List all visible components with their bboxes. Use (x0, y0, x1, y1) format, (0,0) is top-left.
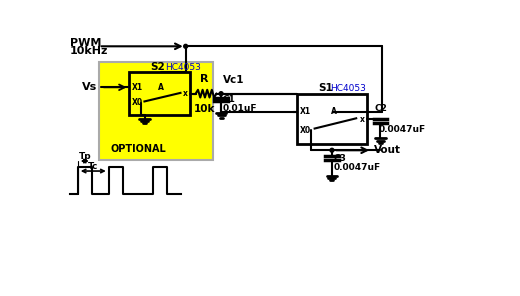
Text: X1: X1 (132, 83, 143, 92)
Circle shape (219, 92, 223, 96)
Text: X0: X0 (132, 99, 143, 107)
Circle shape (330, 148, 334, 152)
Text: C2: C2 (374, 104, 387, 113)
Text: Tc: Tc (88, 162, 98, 171)
Circle shape (184, 44, 188, 48)
Text: C1: C1 (223, 95, 236, 104)
Text: HC4053: HC4053 (331, 84, 367, 93)
Bar (99, 62, 213, 160)
Text: A: A (158, 83, 164, 92)
Text: Vout: Vout (374, 145, 401, 155)
Text: OPTIONAL: OPTIONAL (111, 144, 166, 154)
Text: X1: X1 (300, 107, 311, 116)
Text: A: A (331, 107, 336, 116)
Text: HC4053: HC4053 (165, 63, 201, 72)
Text: 0.0047uF: 0.0047uF (378, 125, 425, 134)
Text: 0.01uF: 0.01uF (223, 104, 257, 113)
Text: S1: S1 (318, 83, 333, 93)
Text: PWM: PWM (70, 38, 101, 48)
Text: Tp: Tp (79, 152, 91, 161)
Text: 0.0047uF: 0.0047uF (333, 163, 381, 172)
Text: C3: C3 (333, 154, 346, 163)
Bar (297, 94, 367, 144)
Text: R: R (200, 74, 209, 84)
Text: S2: S2 (150, 62, 165, 72)
Text: 10k: 10k (193, 104, 215, 114)
Text: X0: X0 (300, 126, 311, 135)
Text: x: x (183, 89, 187, 98)
Text: x: x (360, 115, 365, 123)
Text: Vs: Vs (82, 82, 97, 92)
Bar (129, 73, 189, 115)
Text: 10kHz: 10kHz (70, 46, 109, 56)
Text: Vc1: Vc1 (223, 75, 244, 85)
